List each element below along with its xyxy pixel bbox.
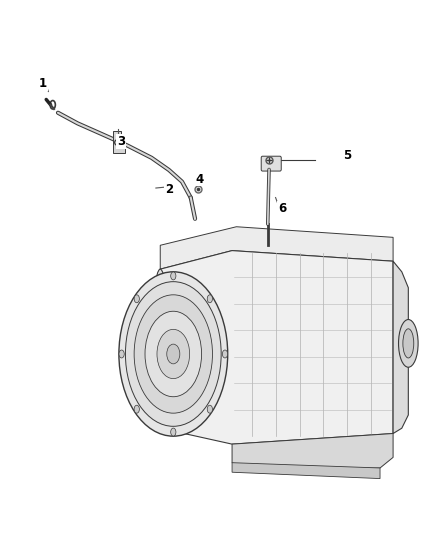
Ellipse shape (134, 295, 139, 303)
Ellipse shape (145, 311, 201, 397)
Ellipse shape (171, 272, 176, 280)
Ellipse shape (207, 405, 212, 413)
Ellipse shape (171, 428, 176, 436)
Ellipse shape (207, 295, 212, 303)
Ellipse shape (403, 329, 414, 358)
Polygon shape (160, 251, 393, 444)
Polygon shape (113, 131, 124, 152)
Ellipse shape (134, 295, 212, 413)
Text: 2: 2 (165, 183, 173, 196)
Text: 1: 1 (39, 77, 47, 90)
Polygon shape (160, 227, 393, 269)
Text: 6: 6 (278, 201, 286, 215)
Ellipse shape (152, 269, 169, 428)
Ellipse shape (134, 405, 139, 413)
Text: 4: 4 (195, 173, 204, 185)
Ellipse shape (125, 281, 221, 426)
Text: 3: 3 (117, 135, 125, 148)
Polygon shape (232, 433, 393, 471)
Ellipse shape (119, 350, 124, 358)
Ellipse shape (223, 350, 228, 358)
Ellipse shape (119, 272, 228, 436)
Polygon shape (232, 463, 380, 479)
Polygon shape (393, 261, 408, 433)
Ellipse shape (167, 344, 180, 364)
Polygon shape (131, 269, 160, 428)
Ellipse shape (157, 329, 190, 378)
Text: 5: 5 (343, 149, 352, 161)
FancyBboxPatch shape (261, 156, 281, 171)
Ellipse shape (399, 319, 418, 367)
